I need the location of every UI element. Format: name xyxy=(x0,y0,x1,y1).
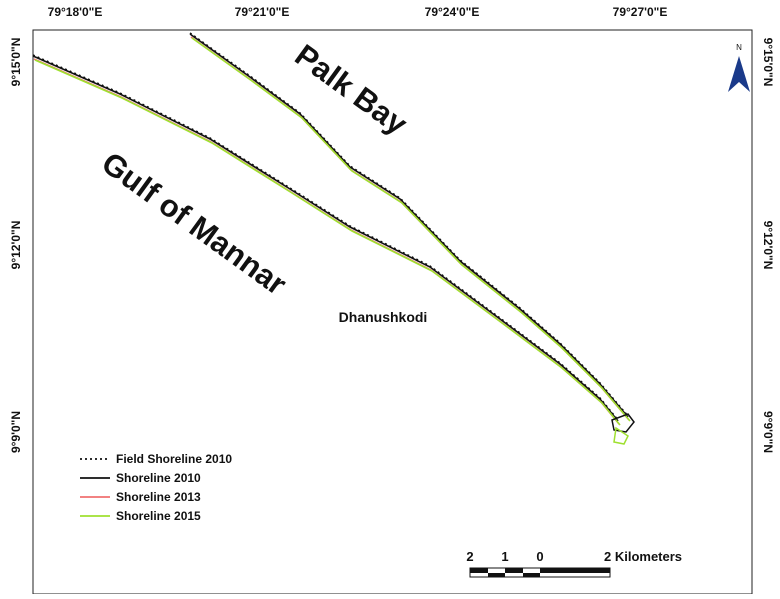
scale-label: 2 xyxy=(466,549,473,564)
scale-seg xyxy=(470,568,488,573)
right-label: 9°15'0"N xyxy=(761,38,775,87)
scale-seg xyxy=(505,568,523,573)
scale-label: 2 Kilometers xyxy=(604,549,682,564)
spit-tip xyxy=(613,426,629,445)
legend: Field Shoreline 2010 Shoreline 2010 Shorel… xyxy=(80,452,232,523)
top-label: 79°18'0"E xyxy=(48,5,103,19)
legend-label: Shoreline 2013 xyxy=(116,490,201,504)
map-frame xyxy=(32,29,753,595)
scale-bar: 2 1 0 2 Kilometers xyxy=(466,549,682,578)
scale-seg xyxy=(540,568,610,573)
scale-label: 0 xyxy=(536,549,543,564)
top-label: 79°24'0"E xyxy=(425,5,480,19)
legend-label: Shoreline 2015 xyxy=(116,509,201,523)
place-label: Dhanushkodi xyxy=(339,309,428,325)
shoreline xyxy=(32,55,619,422)
spit-tip xyxy=(611,413,635,433)
top-label: 79°21'0"E xyxy=(235,5,290,19)
shoreline xyxy=(191,37,631,422)
scale-label: 1 xyxy=(501,549,508,564)
shoreline xyxy=(32,54,619,421)
north-arrow xyxy=(728,56,750,92)
right-label: 9°9'0"N xyxy=(761,411,775,453)
legend-label: Shoreline 2010 xyxy=(116,471,201,485)
north-label: N xyxy=(736,43,742,52)
left-label: 9°9'0"N xyxy=(9,411,23,453)
left-label: 9°12'0"N xyxy=(9,221,23,270)
shoreline xyxy=(189,33,629,418)
shorelines xyxy=(32,32,635,445)
top-label: 79°27'0"E xyxy=(613,5,668,19)
left-label: 9°15'0"N xyxy=(9,38,23,87)
right-label: 9°12'0"N xyxy=(761,221,775,270)
legend-label: Field Shoreline 2010 xyxy=(116,452,232,466)
shoreline xyxy=(34,59,621,426)
scale-seg xyxy=(523,573,540,577)
scale-seg xyxy=(488,573,505,577)
